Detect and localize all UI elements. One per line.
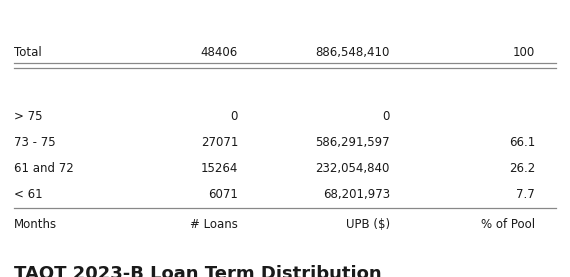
Text: 6071: 6071 [208,188,238,201]
Text: > 75: > 75 [14,110,43,123]
Text: 68,201,973: 68,201,973 [323,188,390,201]
Text: 27071: 27071 [201,136,238,149]
Text: UPB ($): UPB ($) [346,218,390,231]
Text: 886,548,410: 886,548,410 [316,46,390,59]
Text: 73 - 75: 73 - 75 [14,136,56,149]
Text: 100: 100 [513,46,535,59]
Text: # Loans: # Loans [190,218,238,231]
Text: 66.1: 66.1 [509,136,535,149]
Text: 15264: 15264 [201,162,238,175]
Text: Total: Total [14,46,42,59]
Text: 586,291,597: 586,291,597 [315,136,390,149]
Text: 61 and 72: 61 and 72 [14,162,74,175]
Text: TAOT 2023-B Loan Term Distribution: TAOT 2023-B Loan Term Distribution [14,265,382,277]
Text: 26.2: 26.2 [509,162,535,175]
Text: 232,054,840: 232,054,840 [316,162,390,175]
Text: 7.7: 7.7 [516,188,535,201]
Text: Months: Months [14,218,57,231]
Text: 0: 0 [382,110,390,123]
Text: 48406: 48406 [201,46,238,59]
Text: 0: 0 [231,110,238,123]
Text: < 61: < 61 [14,188,43,201]
Text: % of Pool: % of Pool [481,218,535,231]
